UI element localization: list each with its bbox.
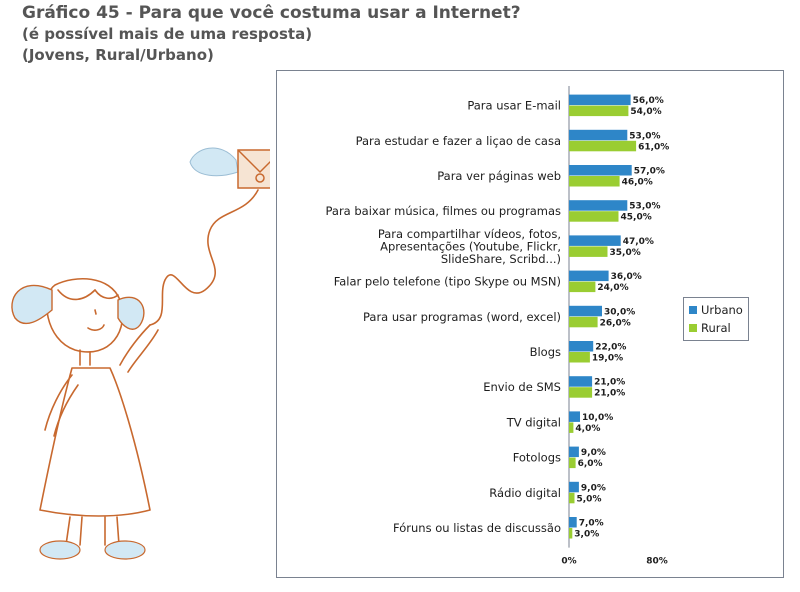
- bar-rural: [569, 281, 596, 293]
- bar-rural: [569, 176, 620, 187]
- bar-urbano: [569, 376, 593, 387]
- data-label-rural: 61,0%: [638, 142, 669, 152]
- data-label-rural: 24,0%: [597, 283, 628, 293]
- data-label-rural: 45,0%: [621, 213, 652, 223]
- bar-urbano: [569, 165, 632, 176]
- category-label: Rádio digital: [489, 486, 561, 500]
- category-label: Para ver páginas web: [437, 169, 561, 183]
- data-label-urbano: 10,0%: [582, 413, 613, 423]
- bar-rural: [569, 387, 593, 398]
- chart-frame: Para usar E-mail 56,0% 54,0% Para estudar e…: [276, 70, 784, 578]
- category-label: Para compartilhar vídeos, fotos,: [378, 227, 561, 241]
- data-label-urbano: 56,0%: [633, 96, 664, 106]
- bar-urbano: [569, 129, 628, 141]
- bar-urbano: [569, 446, 579, 458]
- category-label: SlideShare, Scribd...): [441, 252, 561, 266]
- legend-item-rural: Rural: [689, 319, 743, 337]
- bar-rural: [569, 105, 629, 117]
- data-label-urbano: 47,0%: [623, 237, 654, 247]
- category-label: Fotologs: [513, 451, 561, 465]
- category-label: Para usar programas (word, excel): [363, 310, 561, 324]
- bar-chart: Para usar E-mail 56,0%54,0% Para estudar e…: [325, 86, 669, 567]
- bar-rural: [569, 457, 576, 469]
- category-label: Fóruns ou listas de discussão: [393, 521, 561, 535]
- bar-rural: [569, 211, 619, 222]
- bar-urbano: [569, 517, 577, 528]
- category-label: Falar pelo telefone (tipo Skype ou MSN): [334, 275, 561, 289]
- bar-rural: [569, 492, 575, 504]
- category-label: TV digital: [506, 415, 561, 429]
- chart-title-block: Gráfico 45 - Para que você costuma usar …: [22, 2, 521, 66]
- data-label-urbano: 53,0%: [629, 202, 660, 212]
- data-label-rural: 4,0%: [575, 424, 600, 434]
- bar-rural: [569, 352, 590, 363]
- bar-rural: [569, 316, 598, 328]
- data-label-rural: 21,0%: [594, 389, 625, 399]
- data-label-urbano: 22,0%: [595, 343, 626, 353]
- bar-rural: [569, 246, 608, 257]
- category-label: Apresentações (Youtube, Flickr,: [380, 239, 561, 253]
- category-label: Para usar E-mail: [467, 99, 561, 113]
- chart-subtitle-1: (é possível mais de uma resposta): [22, 25, 313, 43]
- legend-label-rural: Rural: [701, 321, 731, 335]
- data-label-rural: 35,0%: [610, 248, 641, 258]
- data-label-urbano: 30,0%: [604, 307, 635, 317]
- data-label-urbano: 57,0%: [634, 167, 665, 177]
- data-label-rural: 26,0%: [600, 318, 631, 328]
- category-label: Para baixar música, filmes ou programas: [325, 204, 561, 218]
- bar-rural: [569, 528, 573, 539]
- bar-urbano: [569, 200, 628, 211]
- chart-legend: Urbano Rural: [683, 297, 749, 341]
- data-label-urbano: 9,0%: [581, 483, 606, 493]
- data-label-rural: 3,0%: [574, 530, 599, 540]
- legend-item-urbano: Urbano: [689, 301, 743, 319]
- data-label-rural: 19,0%: [592, 354, 623, 364]
- girl-with-flying-letter-illustration: [11, 147, 270, 560]
- data-label-rural: 46,0%: [622, 178, 653, 188]
- chart-title: Gráfico 45 - Para que você costuma usar …: [22, 3, 521, 23]
- legend-swatch-urbano: [689, 306, 697, 314]
- data-label-urbano: 36,0%: [611, 272, 642, 282]
- data-label-rural: 5,0%: [577, 494, 602, 504]
- bar-urbano: [569, 341, 594, 352]
- chart-subtitle-2: (Jovens, Rural/Urbano): [22, 46, 214, 64]
- bar-urbano: [569, 305, 602, 317]
- data-label-rural: 6,0%: [578, 459, 603, 469]
- bar-urbano: [569, 270, 609, 282]
- data-label-urbano: 21,0%: [594, 378, 625, 388]
- bar-rural: [569, 422, 574, 433]
- bar-rural: [569, 140, 637, 152]
- bar-urbano: [569, 235, 621, 246]
- data-label-rural: 54,0%: [630, 107, 661, 117]
- category-label: Blogs: [530, 345, 561, 359]
- legend-label-urbano: Urbano: [701, 303, 743, 317]
- x-tick-label: 0%: [561, 557, 576, 567]
- x-tick-label: 80%: [646, 557, 668, 567]
- data-label-urbano: 7,0%: [579, 519, 604, 529]
- legend-swatch-rural: [689, 324, 697, 332]
- data-label-urbano: 9,0%: [581, 448, 606, 458]
- category-label: Envio de SMS: [483, 380, 561, 394]
- bar-urbano: [569, 411, 580, 422]
- category-label: Para estudar e fazer a liçao de casa: [356, 134, 561, 148]
- data-label-urbano: 53,0%: [629, 131, 660, 141]
- bar-urbano: [569, 94, 631, 106]
- bar-urbano: [569, 481, 579, 493]
